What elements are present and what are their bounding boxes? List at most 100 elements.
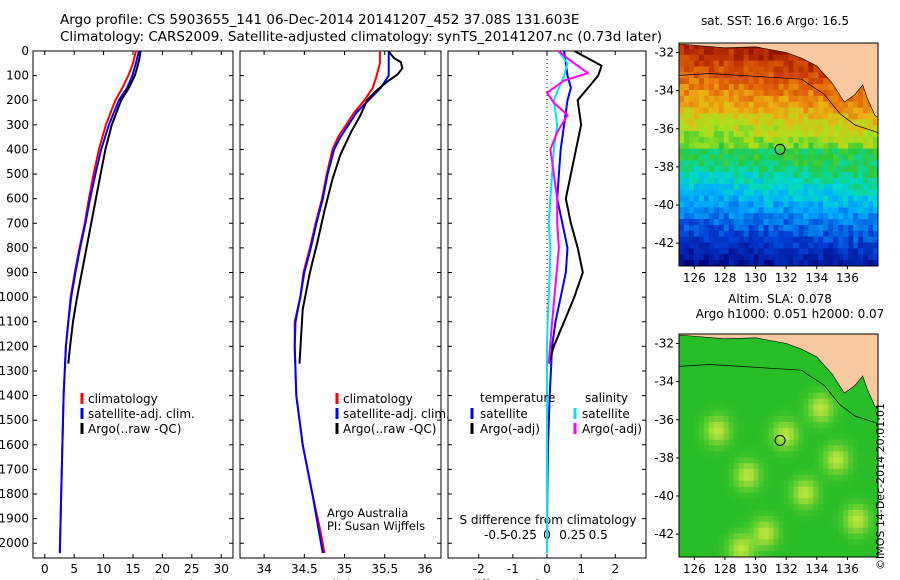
temperature-xtick-label: 20 [155, 562, 170, 576]
sst-map-title: sat. SST: 16.6 Argo: 16.5 [701, 14, 849, 28]
sla_map-lat-tick-label: -34 [654, 375, 674, 389]
depth-tick-label: 1900 [0, 512, 29, 526]
depth-tick-label: 300 [6, 118, 29, 132]
temperature-legend-label: satellite-adj. clim. [88, 407, 195, 421]
temperature-xtick-label: 10 [96, 562, 111, 576]
sla_map-lon-tick-label: 130 [744, 562, 767, 576]
sst_map-lat-tick-label: -32 [654, 46, 674, 60]
temperature-legend-label: Argo(..raw -QC) [88, 422, 181, 436]
temperature-xtick-label: 0 [41, 562, 49, 576]
depth-tick-label: 400 [6, 142, 29, 156]
difference-legend-salinity-heading: salinity [585, 391, 628, 405]
depth-tick-label: 100 [6, 69, 29, 83]
depth-tick-label: 2000 [0, 536, 29, 550]
salinity-difference-tick-label: -0.5 [484, 528, 507, 542]
depth-tick-label: 800 [6, 241, 29, 255]
temperature-xtick-label: 25 [184, 562, 199, 576]
sst_map-field [679, 43, 878, 266]
difference-xtick-label: -2 [473, 562, 485, 576]
salinity-xtick-label: 34 [256, 562, 271, 576]
sla_map-lat-tick-label: -38 [654, 451, 674, 465]
sst_map-land [679, 43, 878, 118]
difference-xtick-label: 0 [543, 562, 551, 576]
sla_map-depth-contour [679, 364, 878, 424]
sla_map-lon-tick-label: 132 [775, 562, 798, 576]
sst_map-lat-tick-label: -42 [654, 236, 674, 250]
sla-map-title-line1: Altim. SLA: 0.078 [728, 292, 832, 306]
salinity-legend-label: Argo(..raw -QC) [343, 422, 436, 436]
sst_map-lon-tick-label: 126 [683, 271, 706, 285]
sst_map-lat-tick-label: -34 [654, 84, 674, 98]
map-sla_map: 126 128 130 132 134 136 -32 -34 -36 -38 -40 -42 Alti… [654, 292, 884, 576]
sla_map-frame [678, 333, 879, 558]
temperature-xtick-label: 5 [70, 562, 78, 576]
figure-title-line1: Argo profile: CS 5903655_141 06-Dec-2014… [60, 12, 580, 28]
sla_map-lon-tick-label: 136 [836, 562, 859, 576]
depth-tick-label: 500 [6, 167, 29, 181]
temperature-x-axis-label: temperature (deg C) [71, 578, 194, 580]
depth-tick-label: 1000 [0, 290, 29, 304]
sst_map-lat-tick-label: -36 [654, 122, 674, 136]
sla-map-title-line2: Argo h1000: 0.051 h2000: 0.07 [696, 307, 885, 321]
salinity-difference-tick-label: 0.5 [589, 528, 608, 542]
difference-series-temperature-satellite [546, 50, 572, 554]
sla_map-land [679, 334, 878, 409]
temperature-legend-label: climatology [88, 392, 158, 406]
sla_map-lon-tick-label: 128 [713, 562, 736, 576]
sla_map-lat-tick-label: -40 [654, 489, 674, 503]
depth-tick-label: 200 [6, 93, 29, 107]
depth-tick-label: 700 [6, 216, 29, 230]
sla_map-lat-tick-label: -36 [654, 413, 674, 427]
depth-tick-label: 0 [21, 44, 29, 58]
panel-annotation: PI: Susan Wijffels [327, 519, 425, 533]
sla_map-lon-tick-label: 134 [805, 562, 828, 576]
salinity-xtick-label: 36 [417, 562, 432, 576]
panel-annotation: Argo Australia [327, 506, 408, 520]
panel-difference: -2-1012T difference from climatologyS di… [447, 50, 647, 580]
sst_map-lat-tick-label: -38 [654, 160, 674, 174]
depth-tick-label: 1500 [0, 413, 29, 427]
salinity-plot-frame [239, 50, 442, 559]
sst_map-lon-tick-label: 134 [805, 271, 828, 285]
salinity-legend-label: satellite-adj. clim. [343, 407, 450, 421]
depth-tick-label: 900 [6, 266, 29, 280]
temperature-series-argo-raw-qc- [67, 50, 142, 364]
sst_map-frame [678, 42, 879, 267]
sst_map-lon-tick-label: 130 [744, 271, 767, 285]
sla_map-argo-position-marker [774, 434, 786, 446]
sst_map-lon-tick-label: 136 [836, 271, 859, 285]
sla_map-field [679, 334, 878, 557]
sst_map-depth-contour [679, 73, 878, 133]
temperature-xtick-label: 30 [214, 562, 229, 576]
salinity-series-argo-raw-qc- [298, 50, 404, 364]
difference-legend-label: satellite [582, 407, 630, 421]
sst_map-lon-tick-label: 132 [775, 271, 798, 285]
temperature-plot-frame [32, 50, 234, 559]
depth-tick-label: 1700 [0, 462, 29, 476]
depth-tick-label: 1800 [0, 487, 29, 501]
difference-legend-label: Argo(-adj) [480, 422, 540, 436]
salinity-difference-tick-label: -0.25 [506, 528, 537, 542]
difference-x-axis-label: T difference from climatology [458, 578, 636, 580]
temperature-series-satellite-adj-clim- [58, 50, 140, 554]
salinity-xtick-label: 35 [337, 562, 352, 576]
panel-salinity: 34 34.5 35 35.5 36 salinity climatologysatelli… [239, 50, 450, 580]
sla_map-lat-tick-label: -32 [654, 337, 674, 351]
difference-series-salinity-argo-adj- [546, 50, 589, 364]
difference-xtick-label: 1 [577, 562, 585, 576]
salinity-x-axis-label: salinity [319, 578, 362, 580]
difference-legend-label: Argo(-adj) [582, 422, 642, 436]
depth-tick-label: 1400 [0, 389, 29, 403]
temperature-xtick-label: 15 [125, 562, 140, 576]
panel-temperature: 0 5 10 15 20 25 300100200300400500600700800900… [0, 44, 234, 580]
sst_map-lat-tick-label: -40 [654, 198, 674, 212]
imos-timestamp: ©IMOS 14-Dec-2014 20:01:01 [874, 403, 887, 570]
map-sst_map: 126 128 130 132 134 136 -32 -34 -36 -38 -40 -42 sat.… [654, 14, 879, 285]
sla_map-lat-tick-label: -42 [654, 527, 674, 541]
salinity-legend-label: climatology [343, 392, 413, 406]
depth-tick-label: 600 [6, 192, 29, 206]
